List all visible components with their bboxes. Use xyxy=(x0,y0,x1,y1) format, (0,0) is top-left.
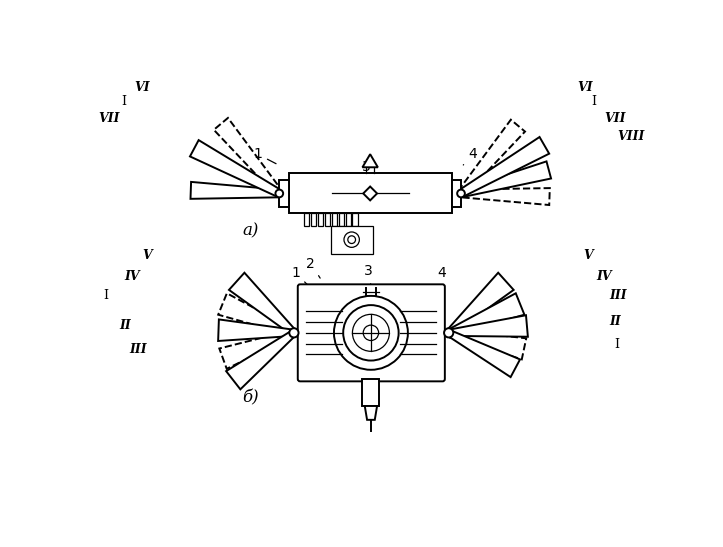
Text: 4: 4 xyxy=(463,147,477,165)
Circle shape xyxy=(444,328,453,337)
Circle shape xyxy=(363,325,379,341)
Circle shape xyxy=(457,190,465,197)
Polygon shape xyxy=(448,293,524,336)
Polygon shape xyxy=(226,330,296,389)
Circle shape xyxy=(348,236,356,243)
Polygon shape xyxy=(218,319,294,341)
Text: V: V xyxy=(583,249,593,263)
Polygon shape xyxy=(459,137,549,197)
Bar xyxy=(311,213,316,226)
Polygon shape xyxy=(448,315,528,337)
Text: 2: 2 xyxy=(307,257,320,278)
Bar xyxy=(318,213,323,226)
Text: VII: VII xyxy=(98,112,120,125)
Bar xyxy=(279,179,288,207)
Text: I: I xyxy=(591,95,596,108)
Text: 4: 4 xyxy=(432,266,446,287)
Polygon shape xyxy=(448,330,526,359)
Text: II: II xyxy=(609,315,621,328)
Polygon shape xyxy=(447,273,513,335)
Bar xyxy=(331,226,373,253)
Polygon shape xyxy=(448,330,520,377)
Polygon shape xyxy=(190,140,281,197)
Text: III: III xyxy=(609,289,628,302)
Polygon shape xyxy=(365,406,377,420)
Polygon shape xyxy=(190,182,279,199)
Text: II: II xyxy=(119,319,131,331)
Text: б): б) xyxy=(242,389,259,406)
Polygon shape xyxy=(229,273,296,335)
Text: I: I xyxy=(121,95,127,108)
Text: 1: 1 xyxy=(253,147,276,164)
Polygon shape xyxy=(461,188,549,205)
Circle shape xyxy=(344,232,359,247)
Polygon shape xyxy=(214,118,282,196)
Bar xyxy=(452,179,461,207)
Bar xyxy=(332,213,337,226)
Circle shape xyxy=(343,305,398,360)
Text: IV: IV xyxy=(596,270,612,283)
Polygon shape xyxy=(219,330,295,369)
Text: III: III xyxy=(129,344,147,356)
Text: a): a) xyxy=(242,222,259,239)
Text: V: V xyxy=(142,249,152,263)
Text: I: I xyxy=(615,338,619,351)
Circle shape xyxy=(289,328,299,337)
Bar xyxy=(362,379,380,406)
Bar xyxy=(338,213,344,226)
Polygon shape xyxy=(363,187,377,200)
Circle shape xyxy=(275,190,283,197)
Text: 3: 3 xyxy=(362,160,371,182)
Text: IV: IV xyxy=(124,270,140,283)
Bar xyxy=(304,213,309,226)
Text: VIII: VIII xyxy=(617,130,645,143)
Circle shape xyxy=(334,296,408,370)
Text: 3: 3 xyxy=(364,264,372,285)
Text: VI: VI xyxy=(577,82,593,95)
Text: I: I xyxy=(103,289,108,302)
Polygon shape xyxy=(458,120,525,196)
Text: VII: VII xyxy=(604,112,625,125)
Bar xyxy=(346,213,351,226)
FancyBboxPatch shape xyxy=(298,284,445,381)
Text: 1: 1 xyxy=(291,266,307,284)
Polygon shape xyxy=(460,161,551,197)
Bar xyxy=(352,213,358,226)
Bar xyxy=(288,173,452,213)
Text: VI: VI xyxy=(134,82,150,95)
Polygon shape xyxy=(362,154,378,167)
Circle shape xyxy=(352,315,390,351)
Bar xyxy=(325,213,330,226)
Polygon shape xyxy=(218,293,295,336)
